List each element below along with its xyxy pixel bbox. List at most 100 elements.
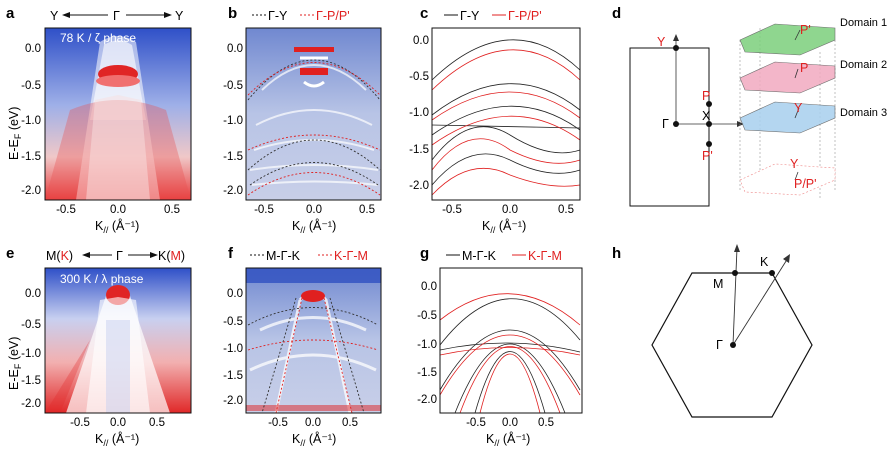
arpes-map-a <box>45 28 191 200</box>
legend-label-1: M-Γ-K <box>266 249 301 263</box>
ytick-label: -0.5 <box>21 80 41 92</box>
ytick-label: -1.5 <box>417 367 437 379</box>
arrow-left-icon <box>62 12 70 18</box>
ytick-label: -2.0 <box>409 180 429 192</box>
ytick-label: -1.0 <box>417 339 437 351</box>
point-x-label: X <box>702 109 711 123</box>
ytick-label: -1.0 <box>21 348 41 360</box>
direction-left-label: Y <box>50 9 59 23</box>
xtick-label: -0.5 <box>70 417 90 429</box>
x-ticks-a: -0.5 0.0 0.5 <box>56 204 180 216</box>
point-gamma-marker <box>730 342 736 348</box>
point-k-marker <box>769 270 775 276</box>
point-m-marker <box>732 270 738 276</box>
frame-g <box>439 267 583 414</box>
ytick-label: -1.0 <box>223 343 243 355</box>
direction-left-label: M(K) <box>46 249 73 263</box>
x-ticks-f: -0.5 0.0 0.5 <box>268 417 358 429</box>
arpes-2nd-derivative-f <box>246 268 381 413</box>
panel-b: b Γ-Y Γ-P/P' <box>223 5 382 235</box>
xtick-label: -0.5 <box>268 417 288 429</box>
legend-label-2: K-Γ-M <box>528 249 562 263</box>
ytick-label: -0.5 <box>223 80 243 92</box>
domain-1-hexagon <box>739 23 836 56</box>
ytick-label: -0.5 <box>223 316 243 328</box>
ytick-label: -1.5 <box>223 370 243 382</box>
ytick-label: -2.0 <box>417 394 437 406</box>
ytick-label: -1.0 <box>21 115 41 127</box>
point-gamma-label: Γ <box>662 117 669 131</box>
xtick-label: 0.5 <box>558 204 574 216</box>
panel-g: g M-Γ-K K-Γ-M 0.0 -0.5 -1. <box>417 245 583 448</box>
point-gamma-marker <box>673 121 679 127</box>
xtick-label: -0.5 <box>254 204 274 216</box>
xtick-label: -0.5 <box>442 204 462 216</box>
y-axis-title-a: E-EF (eV) <box>7 107 23 160</box>
direction-center-label: Γ <box>116 249 123 263</box>
arrow-right-icon <box>737 121 744 127</box>
panel-letter-f: f <box>228 245 234 262</box>
direction-right-label: K(M) <box>158 249 185 263</box>
point-p-marker <box>706 101 712 107</box>
ytick-label: -1.0 <box>409 107 429 119</box>
frame-f <box>245 267 382 414</box>
xtick-label: 0.0 <box>502 204 518 216</box>
y-ticks-c: 0.0 -0.5 -1.0 -1.5 -2.0 <box>409 35 429 192</box>
xtick-label: 0.0 <box>306 204 322 216</box>
panel-c: c Γ-Y Γ-P/P' 0.0 -0.5 <box>409 5 581 235</box>
point-pp-label: P' <box>702 149 713 163</box>
gamma-k-arrow <box>732 257 789 346</box>
legend-label-2: Γ-P/P' <box>316 9 350 23</box>
ytick-label: -1.5 <box>21 151 41 163</box>
band-calc-g <box>439 293 581 414</box>
domain-3-label: Domain 3 <box>840 107 887 119</box>
x-axis-title-c: K// (Å⁻¹) <box>482 218 526 235</box>
ytick-label: 0.0 <box>25 43 41 55</box>
arrow-up-icon <box>734 244 740 252</box>
domain-3-point-label: Y <box>794 101 803 115</box>
xtick-label: 0.0 <box>305 417 321 429</box>
direction-right-label: Y <box>175 9 184 23</box>
y-ticks-b: 0.0 -0.5 -1.0 -1.5 -2.0 <box>223 43 243 197</box>
point-y-marker <box>673 45 679 51</box>
xtick-label: -0.5 <box>56 204 76 216</box>
point-x-marker <box>706 121 712 127</box>
ytick-label: -1.5 <box>409 144 429 156</box>
arpes-2nd-derivative-b <box>246 28 381 200</box>
panel-d: d Y Γ X P P' <box>612 5 887 207</box>
xtick-label: 0.0 <box>110 204 126 216</box>
bottom-pp-label: P/P' <box>794 177 817 191</box>
point-pp-marker <box>706 141 712 147</box>
x-axis-title-a: K// (Å⁻¹) <box>95 218 139 235</box>
x-axis-title-f: K// (Å⁻¹) <box>292 431 336 448</box>
ytick-label: -0.5 <box>417 310 437 322</box>
xtick-label: 0.0 <box>502 417 518 429</box>
xtick-label: 0.5 <box>342 417 358 429</box>
frame-a <box>44 27 192 201</box>
domain-1-label: Domain 1 <box>840 17 887 29</box>
x-axis-title-g: K// (Å⁻¹) <box>486 431 530 448</box>
ytick-label: 0.0 <box>421 281 437 293</box>
panel-a: a Y Γ Y 78 K / ζ phase 0.0 -0.5 -1.0 -1.… <box>6 5 192 235</box>
x-axis-title-b: K// (Å⁻¹) <box>292 218 336 235</box>
y-ticks-f: 0.0 -0.5 -1.0 -1.5 -2.0 <box>223 288 243 407</box>
frame-c <box>431 27 581 201</box>
ytick-label: 0.0 <box>413 35 429 47</box>
y-ticks-e: 0.0 -0.5 -1.0 -1.5 -2.0 <box>21 288 41 410</box>
arrow-diagonal-icon <box>783 254 790 263</box>
panel-letter-e: e <box>6 245 14 262</box>
ytick-label: -0.5 <box>409 71 429 83</box>
panel-letter-b: b <box>228 5 237 22</box>
ytick-label: -2.0 <box>223 185 243 197</box>
domain-2-hexagon <box>739 61 836 94</box>
point-p-label: P <box>702 89 710 103</box>
arrow-right-icon <box>164 12 172 18</box>
x-ticks-c: -0.5 0.0 0.5 <box>442 204 574 216</box>
y-axis-title-e: E-EF (eV) <box>7 337 23 390</box>
y-ticks-g: 0.0 -0.5 -1.0 -1.5 -2.0 <box>417 281 437 406</box>
arpes-map-e <box>45 268 191 413</box>
ytick-label: -1.5 <box>21 375 41 387</box>
ytick-label: -1.5 <box>223 151 243 163</box>
gamma-m-arrow <box>732 247 738 346</box>
